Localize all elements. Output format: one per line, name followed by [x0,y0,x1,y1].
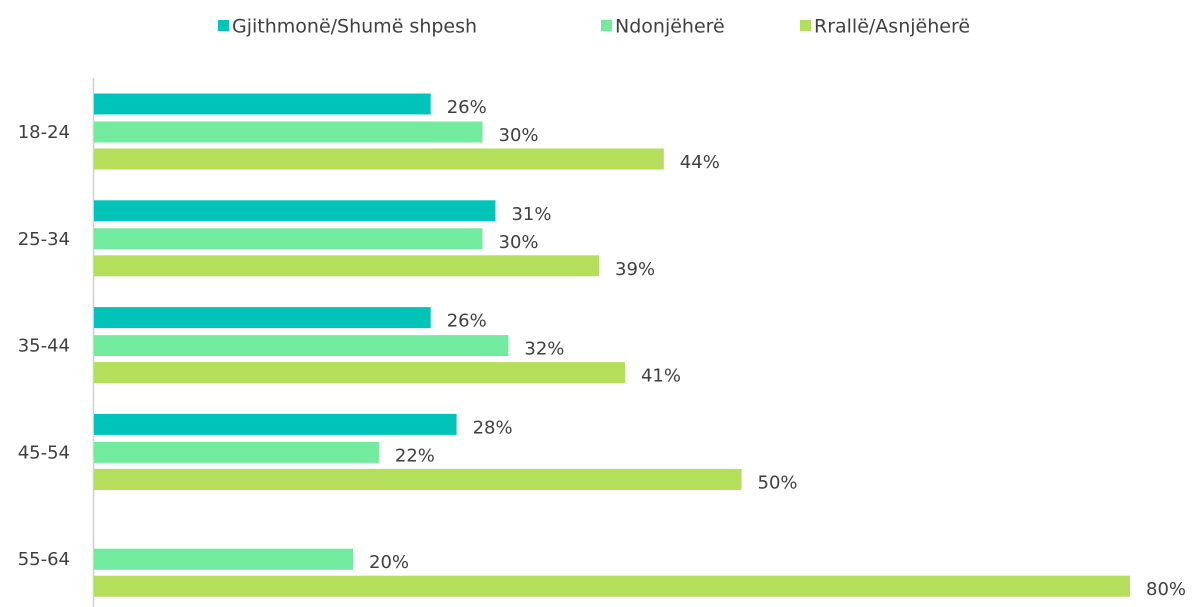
bar [94,228,483,250]
bar [94,148,664,170]
value-label: 28% [473,417,513,438]
category-label: 18-24 [18,122,70,143]
bar [94,413,457,435]
bar [94,255,600,277]
bar [94,307,431,329]
bar [94,93,431,115]
legend-label: Rrallë/Asnjëherë [814,16,970,38]
bar [94,335,509,357]
value-label: 41% [641,366,681,387]
legend-swatch [601,20,612,31]
value-label: 80% [1146,579,1186,600]
value-label: 39% [615,259,655,280]
bar [94,441,379,463]
bar [94,362,625,384]
value-label: 30% [499,125,539,146]
bar [94,548,353,570]
bar [94,575,1130,597]
legend-swatch [800,20,811,31]
category-label: 45-54 [18,442,70,463]
legend-label: Ndonjëherë [615,16,725,38]
value-label: 31% [511,204,551,225]
value-label: 26% [447,97,487,118]
legend-swatch [218,20,229,31]
bar [94,121,483,143]
bar [94,200,496,222]
value-label: 50% [758,472,798,493]
value-label: 22% [395,445,435,466]
value-label: 26% [447,311,487,332]
category-label: 55-64 [18,549,70,570]
value-label: 44% [680,152,720,173]
bar [94,468,742,490]
value-label: 30% [499,232,539,253]
value-label: 20% [369,552,409,573]
category-label: 25-34 [18,229,70,250]
value-label: 32% [524,339,564,360]
category-label: 35-44 [18,336,70,357]
legend-label: Gjithmonë/Shumë shpesh [232,16,477,38]
